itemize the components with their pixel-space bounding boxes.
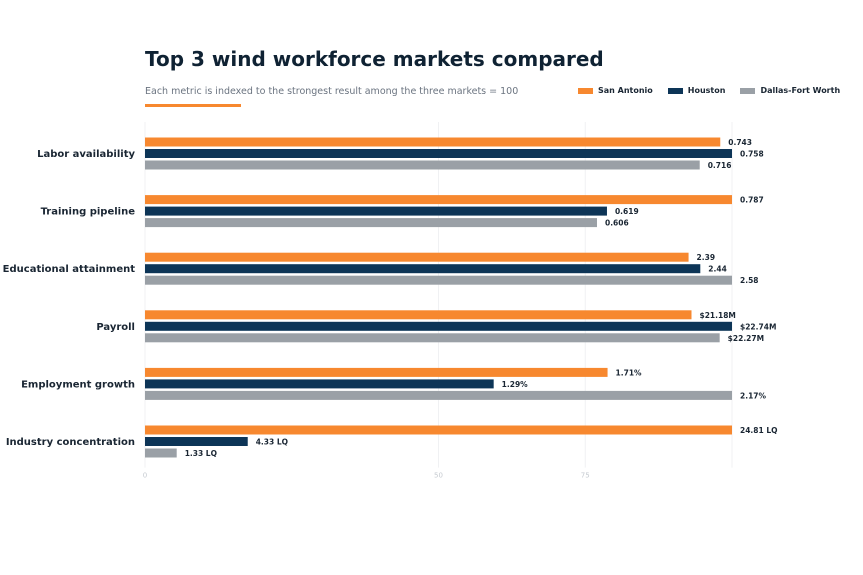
data-label-san-antonio-labor-availability: 0.743 [728,138,752,147]
legend-swatch-houston [667,87,683,94]
legend-swatch-san-antonio [578,87,593,94]
bar-dallas-fort-worth-labor-availability [145,160,700,170]
bar-houston-payroll [145,321,732,331]
data-label-houston-industry-concentration: 4.33 LQ [256,438,288,447]
chart-subtitle: Each metric is indexed to the strongest … [145,86,519,97]
legend-item-san-antonio: San Antonio [578,86,653,95]
bar-houston-employment-growth [145,379,494,389]
x-tick-label-0: 0 [143,472,147,480]
bar-houston-educational-attainment [145,264,701,274]
data-label-san-antonio-educational-attainment: 2.39 [697,253,716,262]
bar-dallas-fort-worth-training-pipeline [145,218,597,228]
bar-houston-training-pipeline [145,206,607,216]
bar-dallas-fort-worth-industry-concentration [145,448,177,458]
chart-title: Top 3 wind workforce markets compared [145,47,604,71]
category-label-employment-growth: Employment growth [21,379,135,390]
bar-dallas-fort-worth-payroll [145,333,720,343]
data-label-san-antonio-industry-concentration: 24.81 LQ [740,426,778,435]
legend-item-dallas-fort-worth: Dallas-Fort Worth [740,86,840,95]
legend-item-houston: Houston [667,86,726,95]
title-accent-bar [145,104,241,107]
data-label-dallas-fort-worth-payroll: $22.27M [728,334,764,343]
data-label-dallas-fort-worth-educational-attainment: 2.58 [740,276,759,285]
bar-san-antonio-payroll [145,310,692,320]
data-label-dallas-fort-worth-employment-growth: 2.17% [740,391,767,400]
data-label-dallas-fort-worth-training-pipeline: 0.606 [605,219,629,228]
category-label-training-pipeline: Training pipeline [41,207,136,218]
data-label-houston-training-pipeline: 0.619 [615,207,639,216]
bar-san-antonio-labor-availability [145,137,721,147]
data-label-san-antonio-training-pipeline: 0.787 [740,196,764,205]
bar-dallas-fort-worth-employment-growth [145,390,732,400]
category-label-labor-availability: Labor availability [37,149,135,160]
legend-swatch-dallas-fort-worth [740,87,756,94]
bar-san-antonio-industry-concentration [145,425,732,435]
chart-legend: San Antonio Houston Dallas-Fort Worth [578,86,840,95]
bar-san-antonio-training-pipeline [145,195,732,205]
data-label-houston-educational-attainment: 2.44 [708,265,727,274]
data-label-houston-employment-growth: 1.29% [502,380,529,389]
category-label-educational-attainment: Educational attainment [3,264,136,275]
data-label-dallas-fort-worth-industry-concentration: 1.33 LQ [185,449,217,458]
bar-dallas-fort-worth-educational-attainment [145,275,732,285]
data-label-houston-labor-availability: 0.758 [740,150,764,159]
bar-san-antonio-employment-growth [145,367,608,377]
legend-label-dallas-fort-worth: Dallas-Fort Worth [760,86,841,95]
category-label-industry-concentration: Industry concentration [6,437,135,448]
data-label-houston-payroll: $22.74M [740,322,776,331]
legend-label-san-antonio: San Antonio [598,86,653,95]
bar-houston-labor-availability [145,149,732,158]
data-label-san-antonio-payroll: $21.18M [699,311,735,320]
bar-houston-industry-concentration [145,437,248,446]
legend-label-houston: Houston [687,86,726,95]
x-tick-label-75: 75 [581,472,590,480]
data-label-dallas-fort-worth-labor-availability: 0.716 [708,161,732,170]
category-label-payroll: Payroll [96,322,135,333]
bar-san-antonio-educational-attainment [145,252,689,262]
x-tick-label-50: 50 [434,472,443,480]
data-label-san-antonio-employment-growth: 1.71% [616,368,643,377]
